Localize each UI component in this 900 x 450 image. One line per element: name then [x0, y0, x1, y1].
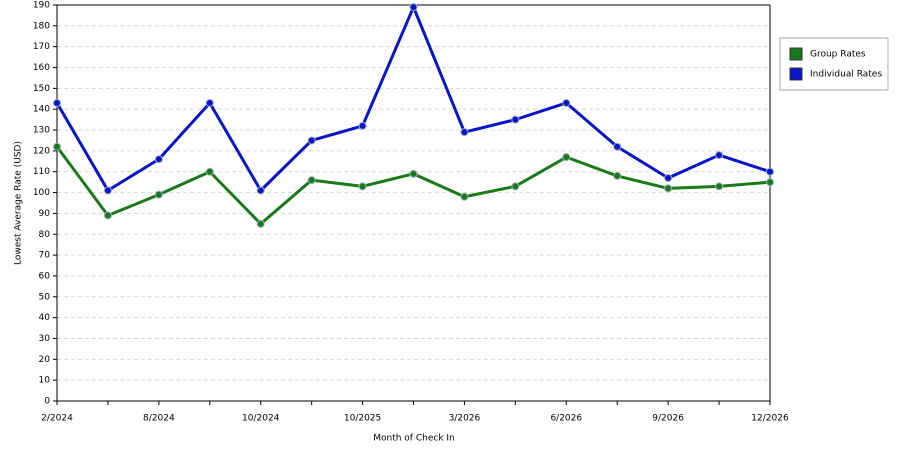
legend-label: Individual Rates — [810, 70, 882, 80]
series-line — [55, 145, 771, 226]
data-point — [103, 211, 112, 220]
data-point — [154, 155, 163, 164]
data-point — [715, 182, 724, 191]
y-tick-label: 30 — [39, 334, 51, 344]
y-tick-label: 0 — [44, 397, 50, 407]
y-tick-label: 170 — [33, 42, 50, 52]
y-tick-label: 180 — [33, 21, 50, 31]
data-point — [409, 3, 418, 12]
data-point — [664, 184, 673, 193]
data-point — [409, 169, 418, 178]
x-tick-label: 2/2024 — [41, 414, 73, 424]
x-tick-label: 6/2026 — [550, 414, 582, 424]
data-point — [511, 182, 520, 191]
x-tick-label: 8/2024 — [143, 414, 175, 424]
legend-swatch — [789, 47, 803, 61]
data-point — [205, 167, 214, 176]
data-point — [715, 151, 724, 160]
legend-label: Group Rates — [810, 50, 866, 60]
data-point — [53, 98, 61, 107]
data-point — [460, 192, 469, 201]
data-point — [613, 171, 622, 180]
y-tick-label: 40 — [39, 313, 51, 323]
y-axis-title: Lowest Average Rate (USD) — [14, 141, 24, 265]
y-tick-label: 190 — [33, 1, 50, 11]
x-tick-label: 10/2025 — [344, 414, 381, 424]
y-tick-label: 140 — [33, 105, 50, 115]
x-tick-label: 9/2026 — [652, 414, 684, 424]
y-tick-label: 100 — [33, 188, 50, 198]
data-point — [53, 142, 61, 151]
data-point — [307, 136, 316, 145]
y-tick-label: 150 — [33, 84, 50, 94]
x-tick-label: 3/2026 — [449, 414, 481, 424]
y-tick-label: 120 — [33, 146, 50, 156]
data-point — [664, 173, 673, 182]
y-tick-label: 130 — [33, 126, 50, 136]
data-point — [562, 98, 571, 107]
data-point — [307, 176, 316, 185]
data-point — [103, 186, 112, 195]
data-point — [460, 128, 469, 137]
y-tick-label: 20 — [39, 355, 51, 365]
data-point — [613, 142, 622, 151]
data-point — [766, 167, 774, 176]
data-point — [562, 153, 571, 162]
data-point — [358, 121, 367, 130]
data-point — [511, 115, 520, 124]
y-tick-label: 50 — [39, 292, 51, 302]
legend-swatch — [789, 67, 803, 81]
series-line — [55, 5, 771, 192]
x-tick-label: 12/2026 — [751, 414, 789, 424]
x-tick-label: 10/2024 — [242, 414, 280, 424]
x-axis-title: Month of Check In — [373, 434, 455, 444]
y-tick-label: 60 — [39, 271, 51, 281]
data-point — [256, 186, 265, 195]
y-tick-label: 80 — [39, 230, 51, 240]
y-tick-label: 70 — [39, 251, 51, 261]
data-point — [154, 190, 163, 199]
y-tick-label: 110 — [33, 167, 50, 177]
y-tick-label: 10 — [39, 376, 51, 386]
data-point — [205, 98, 214, 107]
data-point — [358, 182, 367, 191]
plot-frame — [56, 4, 771, 402]
legend-box — [779, 37, 889, 91]
y-tick-label: 160 — [33, 63, 50, 73]
data-point — [766, 178, 774, 187]
data-point — [256, 219, 265, 228]
y-tick-label: 90 — [39, 209, 51, 219]
